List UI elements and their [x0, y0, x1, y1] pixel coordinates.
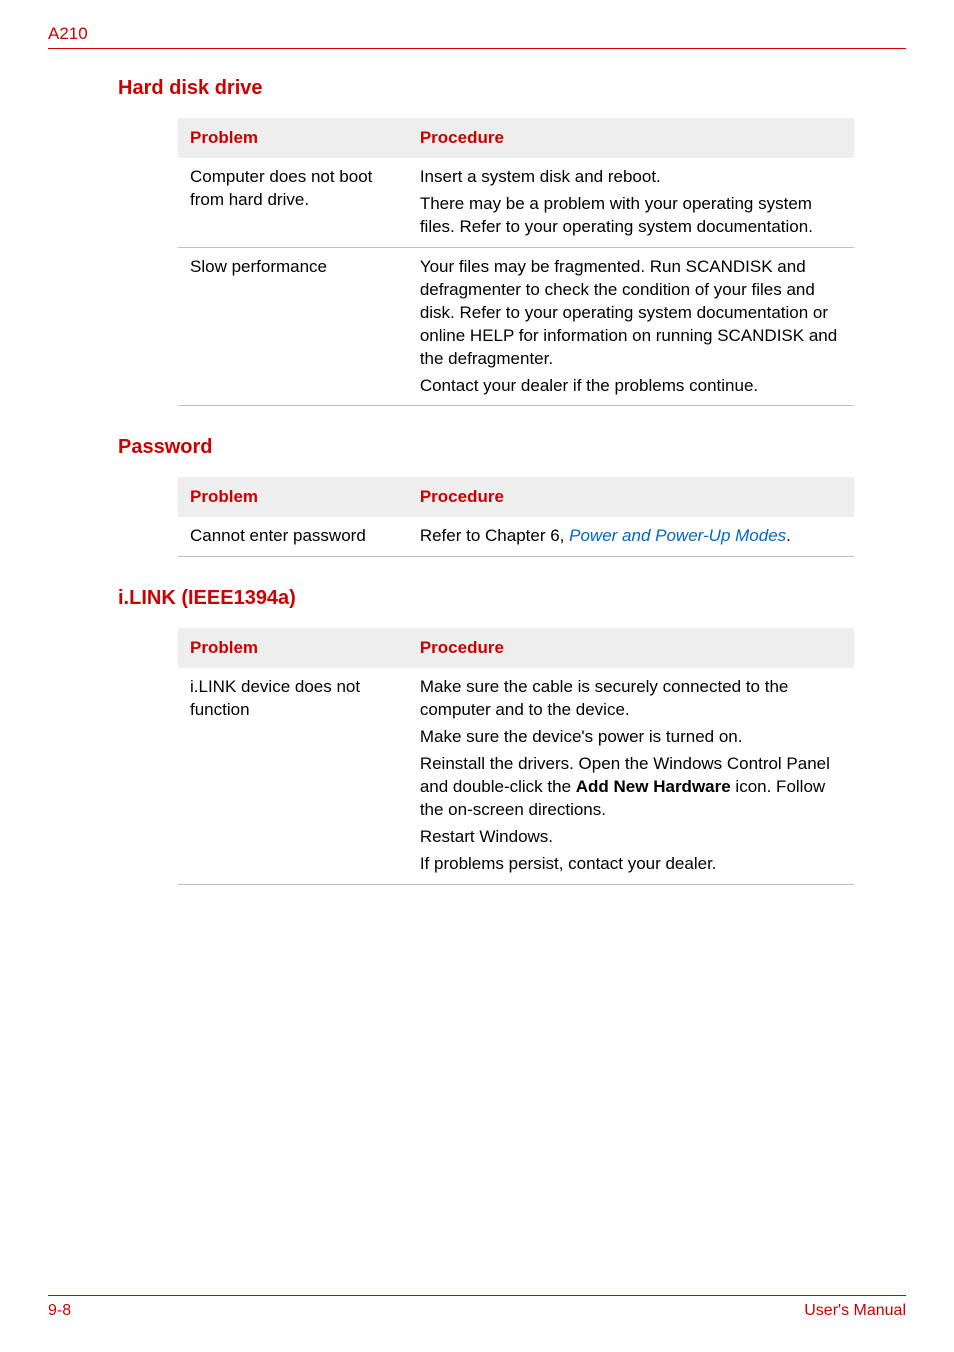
problem-cell: Computer does not boot from hard drive.	[178, 158, 408, 247]
col-problem-header: Problem	[178, 118, 408, 158]
power-modes-link[interactable]: Power and Power-Up Modes	[569, 526, 786, 545]
page-header: A210	[0, 0, 954, 44]
table-header-row: Problem Procedure	[178, 477, 854, 517]
section-title-hdd: Hard disk drive	[118, 77, 854, 100]
table-row: Computer does not boot from hard drive. …	[178, 158, 854, 247]
procedure-cell: Refer to Chapter 6, Power and Power-Up M…	[408, 517, 854, 556]
procedure-text: Refer to Chapter 6, Power and Power-Up M…	[420, 525, 842, 548]
col-problem-header: Problem	[178, 477, 408, 517]
table-header-row: Problem Procedure	[178, 628, 854, 668]
problem-cell: i.LINK device does not function	[178, 668, 408, 884]
table-password: Problem Procedure Cannot enter password …	[178, 477, 854, 557]
col-procedure-header: Procedure	[408, 628, 854, 668]
col-procedure-header: Procedure	[408, 477, 854, 517]
problem-cell: Slow performance	[178, 247, 408, 406]
problem-cell: Cannot enter password	[178, 517, 408, 556]
table-row: Cannot enter password Refer to Chapter 6…	[178, 517, 854, 556]
table-ilink: Problem Procedure i.LINK device does not…	[178, 628, 854, 885]
procedure-text: If problems persist, contact your dealer…	[420, 853, 842, 876]
footer-row: 9-8 User's Manual	[48, 1302, 906, 1320]
table-row: Slow performance Your files may be fragm…	[178, 247, 854, 406]
table-row: i.LINK device does not function Make sur…	[178, 668, 854, 884]
col-procedure-header: Procedure	[408, 118, 854, 158]
col-problem-header: Problem	[178, 628, 408, 668]
page-footer: 9-8 User's Manual	[48, 1295, 906, 1320]
procedure-text: Restart Windows.	[420, 826, 842, 849]
procedure-text: Make sure the device's power is turned o…	[420, 726, 842, 749]
add-new-hardware-label: Add New Hardware	[576, 777, 731, 796]
table-hdd: Problem Procedure Computer does not boot…	[178, 118, 854, 406]
procedure-cell: Insert a system disk and reboot. There m…	[408, 158, 854, 247]
procedure-text: Contact your dealer if the problems cont…	[420, 375, 842, 398]
procedure-suffix: .	[786, 526, 791, 545]
procedure-text: There may be a problem with your operati…	[420, 193, 842, 239]
model-label: A210	[48, 24, 88, 43]
procedure-text: Make sure the cable is securely connecte…	[420, 676, 842, 722]
procedure-text: Insert a system disk and reboot.	[420, 166, 842, 189]
page-number: 9-8	[48, 1302, 71, 1320]
section-title-ilink: i.LINK (IEEE1394a)	[118, 587, 854, 610]
content-area: Hard disk drive Problem Procedure Comput…	[0, 49, 954, 885]
procedure-cell: Make sure the cable is securely connecte…	[408, 668, 854, 884]
procedure-prefix: Refer to Chapter 6,	[420, 526, 569, 545]
procedure-text: Your files may be fragmented. Run SCANDI…	[420, 256, 842, 371]
section-title-password: Password	[118, 436, 854, 459]
manual-label: User's Manual	[804, 1302, 906, 1320]
procedure-text: Reinstall the drivers. Open the Windows …	[420, 753, 842, 822]
table-header-row: Problem Procedure	[178, 118, 854, 158]
footer-rule	[48, 1295, 906, 1296]
procedure-cell: Your files may be fragmented. Run SCANDI…	[408, 247, 854, 406]
